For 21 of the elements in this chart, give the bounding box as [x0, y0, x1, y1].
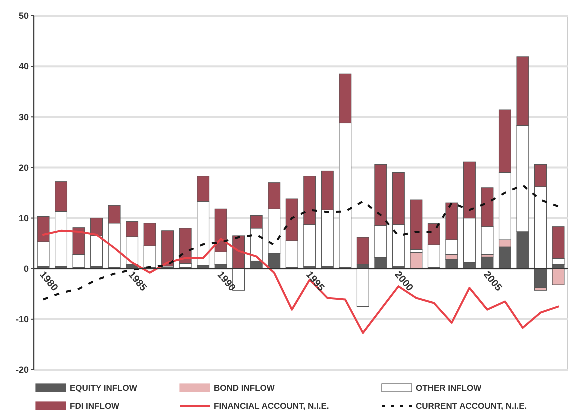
legend-label: FDI INFLOW [70, 400, 121, 411]
y-tick-label: 0 [24, 264, 29, 274]
bar [410, 200, 423, 250]
bar [410, 252, 423, 270]
bar [552, 268, 565, 286]
y-tick-label: 30 [18, 112, 29, 122]
y-tick-label: -10 [16, 314, 29, 325]
y-tick-label: 50 [18, 11, 29, 22]
y-tick-label: 20 [18, 162, 29, 173]
legend-label: OTHER INFLOW [416, 382, 483, 393]
legend-label: FINANCIAL ACCOUNT, N.I.E. [214, 400, 330, 411]
bar [356, 268, 370, 308]
y-tick-label: -20 [16, 365, 29, 376]
legend-label: EQUITY INFLOW [70, 382, 138, 393]
bar [481, 256, 494, 270]
legend-label: BOND INFLOW [214, 382, 276, 393]
y-tick-label: 40 [18, 62, 29, 72]
bar [356, 237, 370, 265]
y-tick-label: 10 [18, 213, 29, 224]
legend-label: CURRENT ACCOUNT, N.I.E. [416, 400, 528, 411]
bar [162, 230, 174, 267]
